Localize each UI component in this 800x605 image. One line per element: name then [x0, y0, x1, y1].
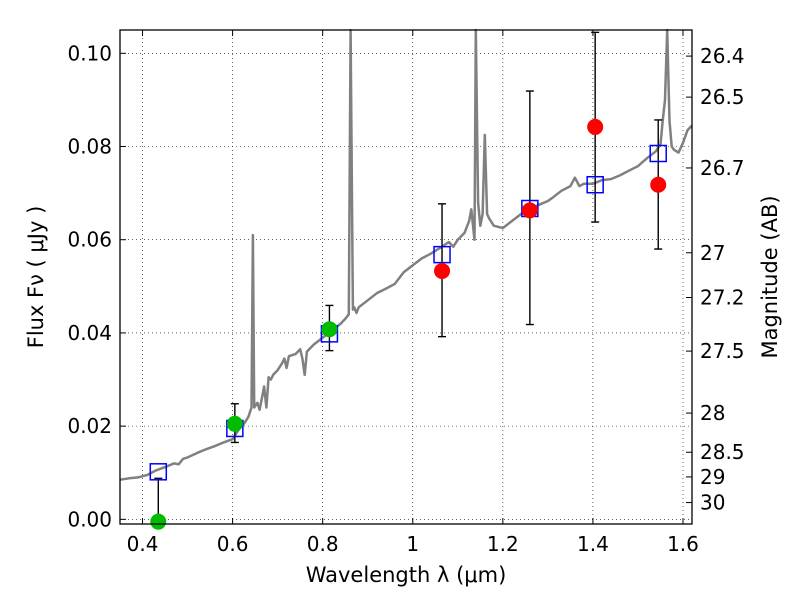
- circle-marker: [150, 513, 167, 530]
- y-tick-label: 0.08: [67, 135, 112, 159]
- y-axis-right-label: Magnitude (AB): [758, 195, 782, 358]
- right-tick-label: 27.2: [700, 286, 745, 310]
- axis-ticks: 0.4 0.6 0.8 1 1.2 1.4 1.6 0.00 0.02 0.04 0.06 0.08 0…: [67, 30, 745, 556]
- circle-marker: [650, 176, 667, 193]
- x-tick-label: 0.4: [127, 532, 159, 556]
- y-axis-label: Flux Fν ( μJy ): [24, 206, 48, 349]
- x-tick-label: 0.6: [217, 532, 249, 556]
- plot-frame: [119, 29, 693, 525]
- x-tick-label: 1: [406, 532, 419, 556]
- grid-lines: [120, 30, 692, 524]
- right-tick-label: 26.5: [700, 85, 745, 109]
- y-tick-label: 0.10: [67, 41, 112, 65]
- right-tick-label: 27.5: [700, 339, 745, 363]
- y-tick-label: 0.00: [67, 507, 112, 531]
- circle-marker: [434, 262, 451, 279]
- right-tick-label: 26.7: [700, 156, 745, 180]
- right-tick-label: 28.5: [700, 440, 745, 464]
- circle-marker: [226, 415, 243, 432]
- circle-marker: [321, 321, 338, 338]
- model-spectrum: [119, 28, 693, 481]
- square-marker: [586, 175, 604, 194]
- square-marker: [649, 144, 667, 163]
- right-tick-label: 29: [700, 465, 725, 489]
- y-tick-label: 0.04: [67, 321, 112, 345]
- right-tick-label: 28: [700, 401, 725, 425]
- square-marker: [433, 245, 451, 264]
- error-bars: [154, 31, 663, 523]
- spectrum-line: [119, 28, 693, 481]
- x-tick-label: 1.6: [667, 532, 699, 556]
- circle-marker: [521, 202, 538, 219]
- y-tick-label: 0.06: [67, 228, 112, 252]
- data-markers: [149, 118, 667, 530]
- square-marker: [149, 463, 168, 481]
- right-tick-label: 30: [700, 491, 725, 515]
- x-axis-label: Wavelength λ (μm): [306, 563, 507, 587]
- right-tick-label: 27: [700, 241, 725, 265]
- x-tick-label: 1.2: [487, 532, 519, 556]
- x-tick-label: 0.8: [307, 532, 339, 556]
- circle-marker: [587, 118, 604, 135]
- y-tick-label: 0.02: [67, 414, 112, 438]
- x-tick-label: 1.4: [577, 532, 609, 556]
- right-tick-label: 26.4: [700, 44, 745, 68]
